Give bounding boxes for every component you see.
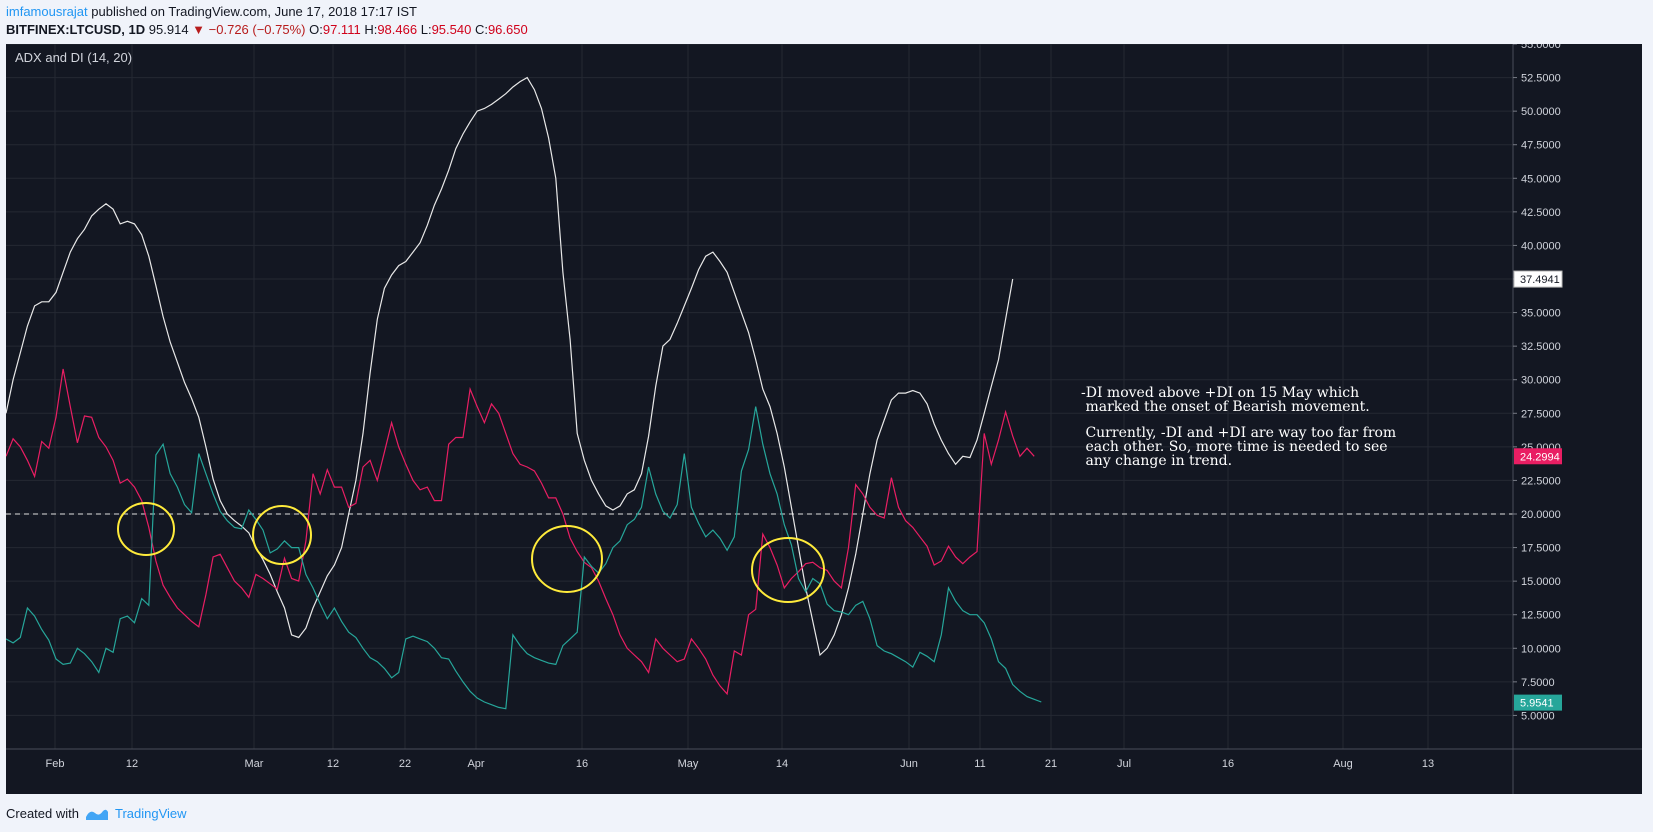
open-value: 97.111 bbox=[322, 22, 361, 37]
y-tick-label: 32.5000 bbox=[1521, 341, 1561, 353]
series-layer bbox=[6, 76, 1042, 710]
y-tick-label: 5.0000 bbox=[1521, 710, 1555, 722]
y-tick-label: 52.5000 bbox=[1521, 73, 1561, 85]
low-value: 95.540 bbox=[431, 22, 472, 37]
highlight-circle bbox=[117, 502, 175, 556]
y-tick-label: 12.5000 bbox=[1521, 610, 1561, 622]
minus-di-last-value: 24.2994 bbox=[1520, 451, 1560, 463]
y-tick-label: 30.0000 bbox=[1521, 375, 1561, 387]
price-change: ▼ −0.726 (−0.75%) bbox=[192, 22, 306, 37]
time-axis[interactable]: Feb 12 Mar 12 22 Apr 16 May 14 Jun 11 21 Jul 16 Aug 13 bbox=[46, 758, 1435, 770]
low-label: L: bbox=[420, 22, 432, 37]
author-link[interactable]: imfamousrajat bbox=[6, 4, 88, 19]
annotation-line-1: -DI moved above +DI on 15 May which bbox=[1081, 385, 1359, 401]
created-with-text: Created with bbox=[6, 806, 79, 821]
x-tick-label: Jun bbox=[900, 758, 918, 770]
y-tick-label: 22.5000 bbox=[1521, 475, 1561, 487]
symbol-label[interactable]: BITFINEX:LTCUSD, 1D bbox=[6, 22, 146, 37]
y-tick-label: 47.5000 bbox=[1521, 140, 1561, 152]
minus-di-line bbox=[6, 368, 1035, 696]
x-tick-label: 16 bbox=[1222, 758, 1234, 770]
y-tick-label: 42.5000 bbox=[1521, 207, 1561, 219]
y-tick-label: 50.0000 bbox=[1521, 106, 1561, 118]
x-tick-label: Aug bbox=[1333, 758, 1353, 770]
y-tick-label: 10.0000 bbox=[1521, 643, 1561, 655]
y-tick-label: 7.5000 bbox=[1521, 677, 1555, 689]
x-tick-label: 11 bbox=[974, 758, 985, 770]
x-tick-label: 16 bbox=[576, 758, 588, 770]
adx-last-value: 37.4941 bbox=[1520, 274, 1560, 286]
minus-di-last-value-box bbox=[1514, 448, 1562, 465]
chart-pane[interactable]: 55.0000 52.5000 50.0000 47.5000 45.0000 42.50… bbox=[6, 44, 1642, 794]
y-tick-label: 55.0000 bbox=[1521, 44, 1561, 51]
x-tick-label: Mar bbox=[245, 758, 264, 770]
y-tick-label: 27.5000 bbox=[1521, 408, 1561, 420]
x-tick-label: 21 bbox=[1045, 758, 1057, 770]
open-label: O: bbox=[309, 22, 323, 37]
x-tick-label: May bbox=[678, 758, 699, 770]
annotation-line-2: marked the onset of Bearish movement. bbox=[1081, 399, 1370, 415]
chart-svg[interactable]: 55.0000 52.5000 50.0000 47.5000 45.0000 42.50… bbox=[6, 44, 1642, 794]
highlight-circle bbox=[252, 505, 312, 565]
close-label: C: bbox=[474, 22, 488, 37]
x-tick-label: Feb bbox=[46, 758, 65, 770]
y-tick-label: 40.0000 bbox=[1521, 240, 1561, 252]
high-value: 98.466 bbox=[377, 22, 418, 37]
price-axis[interactable]: 55.0000 52.5000 50.0000 47.5000 45.0000 42.50… bbox=[1513, 44, 1561, 722]
plus-di-last-value-box bbox=[1514, 694, 1562, 711]
close-value: 96.650 bbox=[487, 22, 528, 37]
x-tick-label: 13 bbox=[1422, 758, 1434, 770]
x-tick-label: 14 bbox=[776, 758, 788, 770]
indicator-title[interactable]: ADX and DI (14, 20) bbox=[15, 50, 132, 65]
highlight-circles bbox=[117, 502, 825, 603]
annotation-line-3: Currently, -DI and +DI are way too far f… bbox=[1081, 425, 1396, 441]
footer: Created with TradingView bbox=[6, 806, 187, 821]
y-tick-label: 17.5000 bbox=[1521, 543, 1561, 555]
x-tick-label: Apr bbox=[467, 758, 484, 770]
y-tick-label: 45.0000 bbox=[1521, 173, 1561, 185]
plus-di-last-value: 5.9541 bbox=[1520, 698, 1554, 710]
annotation-line-4: each other. So, more time is needed to s… bbox=[1081, 439, 1388, 455]
published-text: published on TradingView.com, June 17, 2… bbox=[91, 4, 417, 19]
plus-di-line bbox=[6, 406, 1042, 710]
highlight-circle bbox=[531, 525, 603, 593]
x-tick-label: 12 bbox=[126, 758, 138, 770]
y-tick-label: 35.0000 bbox=[1521, 308, 1561, 320]
annotation-text: -DI moved above +DI on 15 May which mark… bbox=[1081, 385, 1396, 469]
last-price: 95.914 bbox=[148, 22, 189, 37]
highlight-circle bbox=[751, 537, 825, 603]
symbol-header: BITFINEX:LTCUSD, 1D 95.914 ▼ −0.726 (−0.… bbox=[6, 21, 528, 39]
high-label: H: bbox=[364, 22, 378, 37]
x-tick-label: 12 bbox=[327, 758, 339, 770]
adx-line bbox=[6, 76, 1014, 657]
publish-header: imfamousrajat published on TradingView.c… bbox=[6, 3, 417, 21]
x-tick-label: 22 bbox=[399, 758, 411, 770]
last-value-labels: 37.4941 24.2994 5.9541 bbox=[1513, 270, 1563, 711]
y-tick-label: 20.0000 bbox=[1521, 509, 1561, 521]
x-tick-label: Jul bbox=[1117, 758, 1131, 770]
annotation-line-5: any change in trend. bbox=[1081, 453, 1232, 469]
tradingview-link[interactable]: TradingView bbox=[114, 806, 187, 821]
y-tick-label: 15.0000 bbox=[1521, 576, 1561, 588]
adx-last-value-box bbox=[1513, 270, 1563, 288]
tradingview-logo-icon bbox=[85, 809, 108, 820]
